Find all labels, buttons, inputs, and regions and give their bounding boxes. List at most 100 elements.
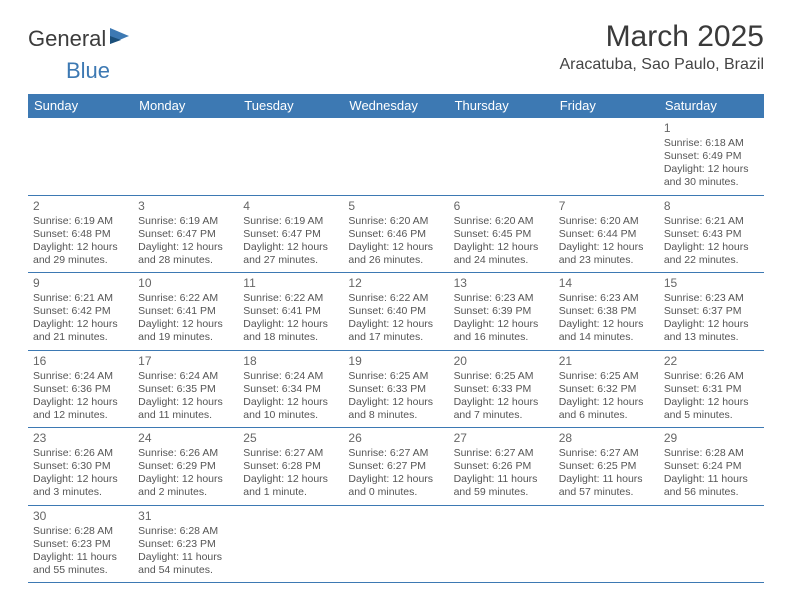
sunrise-text: Sunrise: 6:20 AM xyxy=(348,215,443,228)
calendar-day-cell xyxy=(238,118,343,196)
sunset-text: Sunset: 6:49 PM xyxy=(664,150,759,163)
calendar-day-cell: 28Sunrise: 6:27 AMSunset: 6:25 PMDayligh… xyxy=(554,428,659,506)
sunrise-text: Sunrise: 6:27 AM xyxy=(454,447,549,460)
calendar-day-cell xyxy=(133,118,238,196)
sunset-text: Sunset: 6:33 PM xyxy=(454,383,549,396)
day-number: 31 xyxy=(138,509,233,524)
calendar-day-cell xyxy=(238,505,343,583)
daylight-text: Daylight: 12 hours and 5 minutes. xyxy=(664,396,759,422)
daylight-text: Daylight: 11 hours and 57 minutes. xyxy=(559,473,654,499)
calendar-week-row: 2Sunrise: 6:19 AMSunset: 6:48 PMDaylight… xyxy=(28,195,764,273)
day-number: 30 xyxy=(33,509,128,524)
daylight-text: Daylight: 12 hours and 13 minutes. xyxy=(664,318,759,344)
brand-logo: General xyxy=(28,26,138,52)
sunset-text: Sunset: 6:25 PM xyxy=(559,460,654,473)
sunset-text: Sunset: 6:45 PM xyxy=(454,228,549,241)
calendar-day-cell: 11Sunrise: 6:22 AMSunset: 6:41 PMDayligh… xyxy=(238,273,343,351)
calendar-day-cell xyxy=(554,505,659,583)
weekday-header: Monday xyxy=(133,94,238,118)
sunset-text: Sunset: 6:30 PM xyxy=(33,460,128,473)
calendar-week-row: 30Sunrise: 6:28 AMSunset: 6:23 PMDayligh… xyxy=(28,505,764,583)
daylight-text: Daylight: 12 hours and 29 minutes. xyxy=(33,241,128,267)
weekday-header: Friday xyxy=(554,94,659,118)
calendar-week-row: 23Sunrise: 6:26 AMSunset: 6:30 PMDayligh… xyxy=(28,428,764,506)
sunrise-text: Sunrise: 6:22 AM xyxy=(348,292,443,305)
day-number: 11 xyxy=(243,276,338,291)
sunset-text: Sunset: 6:24 PM xyxy=(664,460,759,473)
sunset-text: Sunset: 6:28 PM xyxy=(243,460,338,473)
calendar-day-cell: 29Sunrise: 6:28 AMSunset: 6:24 PMDayligh… xyxy=(659,428,764,506)
day-number: 12 xyxy=(348,276,443,291)
calendar-day-cell: 19Sunrise: 6:25 AMSunset: 6:33 PMDayligh… xyxy=(343,350,448,428)
calendar-day-cell: 9Sunrise: 6:21 AMSunset: 6:42 PMDaylight… xyxy=(28,273,133,351)
sunrise-text: Sunrise: 6:27 AM xyxy=(559,447,654,460)
daylight-text: Daylight: 12 hours and 27 minutes. xyxy=(243,241,338,267)
daylight-text: Daylight: 12 hours and 30 minutes. xyxy=(664,163,759,189)
calendar-day-cell: 15Sunrise: 6:23 AMSunset: 6:37 PMDayligh… xyxy=(659,273,764,351)
sunrise-text: Sunrise: 6:19 AM xyxy=(138,215,233,228)
calendar-day-cell: 30Sunrise: 6:28 AMSunset: 6:23 PMDayligh… xyxy=(28,505,133,583)
calendar-day-cell: 16Sunrise: 6:24 AMSunset: 6:36 PMDayligh… xyxy=(28,350,133,428)
sunrise-text: Sunrise: 6:24 AM xyxy=(33,370,128,383)
calendar-day-cell: 20Sunrise: 6:25 AMSunset: 6:33 PMDayligh… xyxy=(449,350,554,428)
calendar-week-row: 1Sunrise: 6:18 AMSunset: 6:49 PMDaylight… xyxy=(28,118,764,196)
day-number: 9 xyxy=(33,276,128,291)
day-number: 21 xyxy=(559,354,654,369)
sunset-text: Sunset: 6:40 PM xyxy=(348,305,443,318)
calendar-day-cell: 1Sunrise: 6:18 AMSunset: 6:49 PMDaylight… xyxy=(659,118,764,196)
sunrise-text: Sunrise: 6:28 AM xyxy=(664,447,759,460)
calendar-day-cell: 10Sunrise: 6:22 AMSunset: 6:41 PMDayligh… xyxy=(133,273,238,351)
daylight-text: Daylight: 11 hours and 55 minutes. xyxy=(33,551,128,577)
sunset-text: Sunset: 6:38 PM xyxy=(559,305,654,318)
sunrise-text: Sunrise: 6:20 AM xyxy=(454,215,549,228)
sunrise-text: Sunrise: 6:21 AM xyxy=(664,215,759,228)
calendar-day-cell: 8Sunrise: 6:21 AMSunset: 6:43 PMDaylight… xyxy=(659,195,764,273)
calendar-day-cell xyxy=(343,118,448,196)
daylight-text: Daylight: 12 hours and 2 minutes. xyxy=(138,473,233,499)
sunset-text: Sunset: 6:27 PM xyxy=(348,460,443,473)
daylight-text: Daylight: 12 hours and 0 minutes. xyxy=(348,473,443,499)
calendar-day-cell xyxy=(659,505,764,583)
weekday-header-row: Sunday Monday Tuesday Wednesday Thursday… xyxy=(28,94,764,118)
day-number: 4 xyxy=(243,199,338,214)
sunset-text: Sunset: 6:44 PM xyxy=(559,228,654,241)
daylight-text: Daylight: 12 hours and 28 minutes. xyxy=(138,241,233,267)
day-number: 13 xyxy=(454,276,549,291)
sunset-text: Sunset: 6:46 PM xyxy=(348,228,443,241)
sunrise-text: Sunrise: 6:27 AM xyxy=(243,447,338,460)
calendar-day-cell: 2Sunrise: 6:19 AMSunset: 6:48 PMDaylight… xyxy=(28,195,133,273)
day-number: 2 xyxy=(33,199,128,214)
sunrise-text: Sunrise: 6:18 AM xyxy=(664,137,759,150)
day-number: 14 xyxy=(559,276,654,291)
sunset-text: Sunset: 6:47 PM xyxy=(243,228,338,241)
weekday-header: Thursday xyxy=(449,94,554,118)
sunrise-text: Sunrise: 6:26 AM xyxy=(33,447,128,460)
weekday-header: Saturday xyxy=(659,94,764,118)
sunrise-text: Sunrise: 6:28 AM xyxy=(33,525,128,538)
sunset-text: Sunset: 6:26 PM xyxy=(454,460,549,473)
daylight-text: Daylight: 12 hours and 14 minutes. xyxy=(559,318,654,344)
sunrise-text: Sunrise: 6:26 AM xyxy=(138,447,233,460)
sunrise-text: Sunrise: 6:20 AM xyxy=(559,215,654,228)
sunset-text: Sunset: 6:35 PM xyxy=(138,383,233,396)
daylight-text: Daylight: 12 hours and 11 minutes. xyxy=(138,396,233,422)
weekday-header: Tuesday xyxy=(238,94,343,118)
day-number: 29 xyxy=(664,431,759,446)
day-number: 26 xyxy=(348,431,443,446)
daylight-text: Daylight: 11 hours and 59 minutes. xyxy=(454,473,549,499)
sunrise-text: Sunrise: 6:28 AM xyxy=(138,525,233,538)
sunrise-text: Sunrise: 6:25 AM xyxy=(348,370,443,383)
daylight-text: Daylight: 12 hours and 8 minutes. xyxy=(348,396,443,422)
day-number: 1 xyxy=(664,121,759,136)
sunset-text: Sunset: 6:31 PM xyxy=(664,383,759,396)
daylight-text: Daylight: 12 hours and 26 minutes. xyxy=(348,241,443,267)
calendar-day-cell xyxy=(554,118,659,196)
sunrise-text: Sunrise: 6:23 AM xyxy=(559,292,654,305)
calendar-day-cell: 31Sunrise: 6:28 AMSunset: 6:23 PMDayligh… xyxy=(133,505,238,583)
daylight-text: Daylight: 12 hours and 7 minutes. xyxy=(454,396,549,422)
sunrise-text: Sunrise: 6:25 AM xyxy=(559,370,654,383)
sunrise-text: Sunrise: 6:27 AM xyxy=(348,447,443,460)
calendar-day-cell: 18Sunrise: 6:24 AMSunset: 6:34 PMDayligh… xyxy=(238,350,343,428)
day-number: 20 xyxy=(454,354,549,369)
sunset-text: Sunset: 6:42 PM xyxy=(33,305,128,318)
